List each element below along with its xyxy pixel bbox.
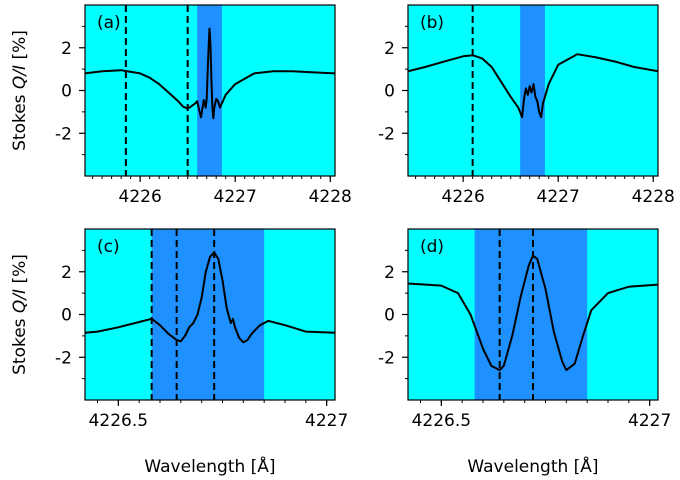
x-tick-label: 4227 (305, 411, 348, 431)
panel-label: (d) (420, 237, 444, 257)
panel-label: (c) (97, 237, 120, 257)
panel-label: (b) (420, 13, 444, 33)
panel-2: 4226 4227 4228 2 0 -2 (b) (378, 4, 675, 207)
panel-4: 4226.5 4227 2 0 -2 (d) Wavelength [Å] (378, 228, 671, 477)
y-tick-label: -2 (55, 348, 72, 368)
stokes-curve (408, 53, 658, 119)
y-axis-label: Stokes Q/I [%] (10, 254, 30, 375)
y-tick-label: 0 (61, 82, 72, 102)
highlight-band (151, 229, 265, 400)
stokes-curve (85, 27, 335, 120)
y-tick-label: 0 (384, 82, 395, 102)
y-tick-label: 2 (61, 263, 72, 283)
x-tick-label: 4228 (632, 187, 675, 207)
x-tick-label: 4226.5 (412, 411, 471, 431)
panel-3: 4226.5 4227 2 0 -2 (c) Stokes Q/I [%] Wavelengt… (10, 228, 348, 477)
y-axis-label: Stokes Q/I [%] (10, 30, 30, 151)
y-tick-label: 2 (384, 263, 395, 283)
x-tick-label: 4226.5 (89, 411, 148, 431)
x-tick-label: 4227 (537, 187, 580, 207)
x-tick-label: 4228 (309, 187, 352, 207)
y-tick-label: 2 (61, 39, 72, 59)
panel-1: 4226 4227 4228 2 0 -2 (a) Stokes Q/I [%] (10, 4, 352, 207)
panel-label: (a) (97, 13, 121, 33)
y-tick-label: 0 (384, 306, 395, 326)
y-tick-label: 2 (384, 39, 395, 59)
stokes-curve (408, 254, 658, 372)
x-axis-label: Wavelength [Å] (144, 455, 275, 477)
y-tick-label: -2 (378, 124, 395, 144)
y-tick-label: -2 (378, 348, 395, 368)
x-tick-label: 4226 (119, 187, 162, 207)
x-tick-label: 4226 (442, 187, 485, 207)
x-tick-label: 4227 (214, 187, 257, 207)
y-tick-label: 0 (61, 306, 72, 326)
stokes-curve (85, 251, 335, 344)
highlight-band (474, 229, 588, 400)
y-tick-label: -2 (55, 124, 72, 144)
x-axis-label: Wavelength [Å] (467, 455, 598, 477)
x-tick-label: 4227 (628, 411, 671, 431)
